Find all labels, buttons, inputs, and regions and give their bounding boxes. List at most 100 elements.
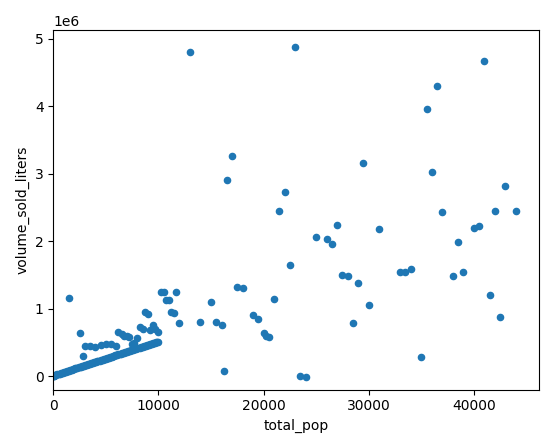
Point [133,345,142,352]
Point [125,333,134,340]
Point [106,353,115,361]
Point [475,223,484,230]
Point [448,272,457,279]
Point [153,338,162,345]
Point [91,358,100,366]
Point [99,356,108,363]
Point [254,315,263,322]
Point [88,359,96,366]
Point [219,368,228,375]
Point [259,329,268,336]
Point [485,292,494,299]
Point [359,160,368,167]
Point [327,240,336,247]
Point [119,349,128,356]
Point [58,369,67,376]
Point [56,370,65,377]
Point [105,354,114,361]
Point [138,325,147,332]
Point [120,349,129,356]
Point [137,344,146,351]
Point [89,359,98,366]
Point [333,221,342,228]
Point [113,351,122,358]
Point [343,272,352,280]
Point [86,360,95,367]
Point [93,358,102,365]
Point [138,343,147,350]
Point [147,340,156,348]
Point [152,339,161,346]
Point [156,289,165,296]
Point [175,320,184,327]
Point [90,359,99,366]
Point [114,329,123,336]
Point [126,347,135,354]
Point [73,364,82,371]
Point [86,343,95,350]
Point [107,353,116,361]
Point [151,325,160,332]
Point [338,271,347,278]
Point [76,363,85,370]
Point [131,345,140,353]
Point [130,346,138,353]
X-axis label: total_pop: total_pop [264,419,329,433]
Point [406,265,415,272]
Point [112,352,121,359]
Point [121,349,130,356]
Point [122,333,131,340]
Point [115,351,124,358]
Point [128,346,137,353]
Point [98,356,107,363]
Point [97,356,106,363]
Point [501,182,510,190]
Point [167,308,176,315]
Point [161,296,170,303]
Point [129,346,137,353]
Point [102,355,111,362]
Point [159,288,168,295]
Point [130,340,138,347]
Point [165,296,173,303]
Point [65,367,74,374]
Point [122,348,131,355]
Point [280,189,289,196]
Point [50,372,59,379]
Point [68,366,76,373]
Point [354,280,363,287]
Point [438,208,447,215]
Point [109,353,117,360]
Point [71,365,80,372]
Point [104,354,112,362]
Point [55,370,64,377]
Point [140,342,149,349]
Point [154,329,163,336]
Point [322,236,331,243]
Point [61,368,70,375]
Point [301,374,310,381]
Point [427,168,436,175]
Point [496,313,505,320]
Point [196,319,205,326]
Point [261,332,270,339]
Point [117,330,126,337]
Point [63,368,71,375]
Point [139,343,148,350]
Point [70,365,79,372]
Point [112,343,121,350]
Point [228,152,237,159]
Point [148,340,157,347]
Point [107,340,116,347]
Point [459,268,468,276]
Point [135,344,144,351]
Point [84,361,93,368]
Point [146,341,155,348]
Point [69,366,78,373]
Point [110,352,119,359]
Point [233,284,242,291]
Point [49,372,58,379]
Point [96,341,105,349]
Point [91,344,100,351]
Point [79,362,88,369]
